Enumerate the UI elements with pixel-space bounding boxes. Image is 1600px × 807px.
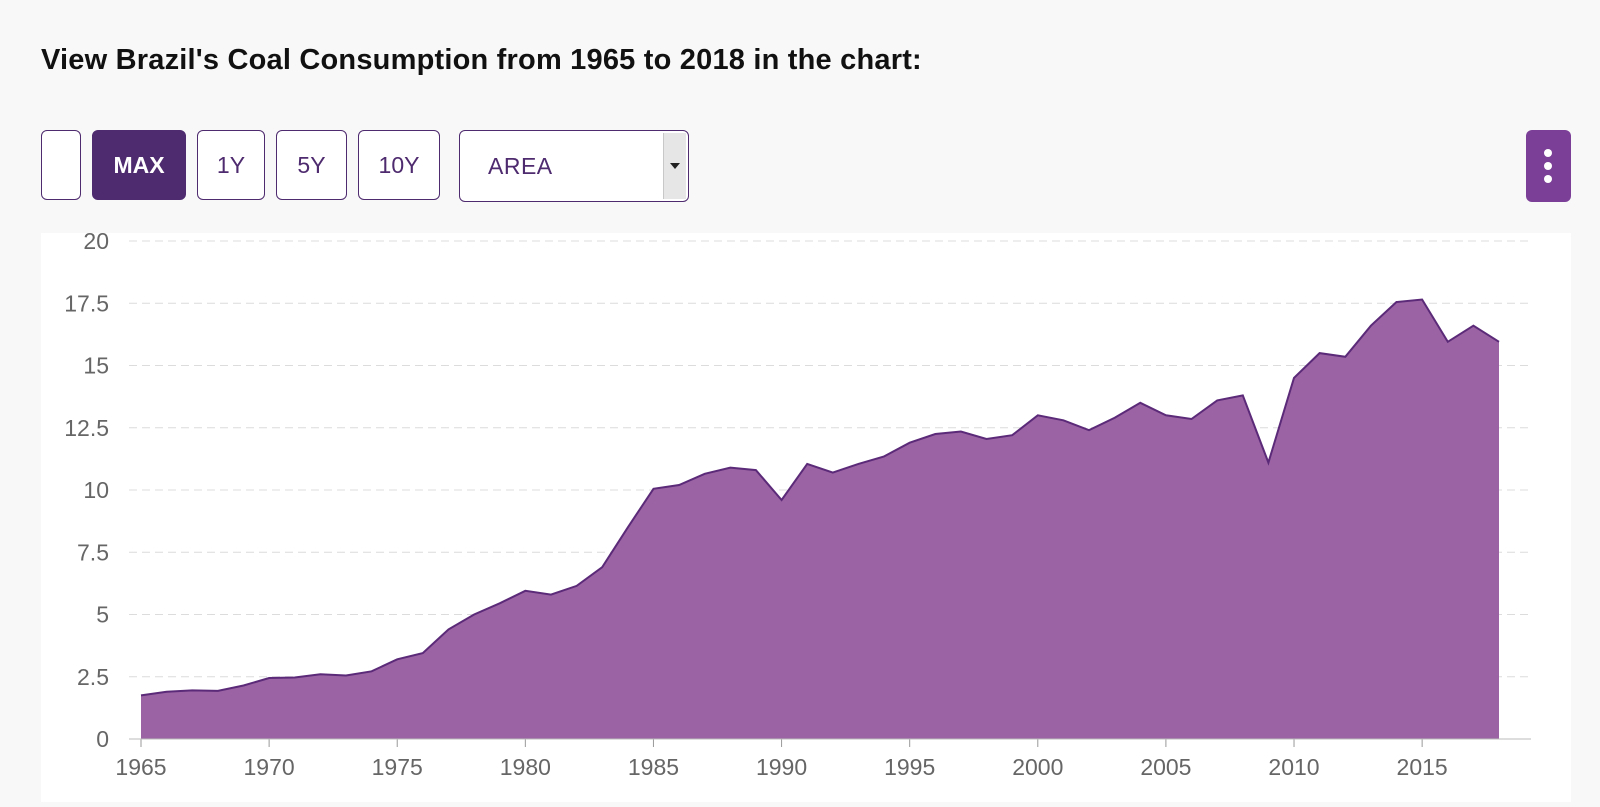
y-tick-label: 20 <box>83 233 109 254</box>
x-tick-label: 1995 <box>884 754 935 780</box>
area-series-line <box>140 298 1500 697</box>
y-tick-label: 17.5 <box>64 290 109 316</box>
vertical-dots-icon-dot <box>1544 175 1552 183</box>
range-1y-button[interactable]: 1Y <box>197 130 265 200</box>
chart-type-select[interactable]: AREA <box>459 130 689 202</box>
range-10y-button[interactable]: 10Y <box>358 130 440 200</box>
select-arrow-button[interactable] <box>663 133 686 199</box>
y-tick-label: 5 <box>96 602 109 628</box>
y-tick-label: 10 <box>83 477 109 503</box>
range-max-button[interactable]: MAX <box>92 130 186 200</box>
y-axis: 0 2.5 5 7.5 10 12.5 15 17.5 20 <box>64 228 109 752</box>
y-tick-label: 7.5 <box>77 539 109 565</box>
x-tick-label: 1965 <box>115 754 166 780</box>
chart-area: 0 2.5 5 7.5 10 12.5 15 17.5 20 1965 1970 1975 1980 1… <box>41 228 1571 802</box>
area-series <box>141 299 1499 739</box>
x-tick-label: 1970 <box>244 754 295 780</box>
chart-type-value: AREA <box>488 153 553 179</box>
vertical-dots-icon-dot <box>1544 162 1552 170</box>
x-tick-label: 2010 <box>1268 754 1319 780</box>
x-tick-label: 1975 <box>372 754 423 780</box>
x-tick-label: 2015 <box>1397 754 1448 780</box>
x-tick-label: 1985 <box>628 754 679 780</box>
x-tick-label: 1980 <box>500 754 551 780</box>
y-tick-label: 2.5 <box>77 664 109 690</box>
y-tick-label: 0 <box>96 726 109 752</box>
chevron-down-icon <box>670 163 680 169</box>
vertical-dots-icon <box>1544 149 1552 157</box>
x-axis: 1965 1970 1975 1980 1985 1990 1995 2000 2005 2010… <box>115 739 1448 780</box>
page-title: View Brazil's Coal Consumption from 1965… <box>41 44 922 76</box>
chart-menu-button[interactable] <box>1526 130 1571 202</box>
blank-button[interactable] <box>41 130 81 200</box>
range-5y-button[interactable]: 5Y <box>276 130 347 200</box>
x-tick-label: 2000 <box>1012 754 1063 780</box>
y-tick-label: 12.5 <box>64 415 109 441</box>
x-tick-label: 1990 <box>756 754 807 780</box>
y-tick-label: 15 <box>83 353 109 379</box>
x-tick-label: 2005 <box>1140 754 1191 780</box>
